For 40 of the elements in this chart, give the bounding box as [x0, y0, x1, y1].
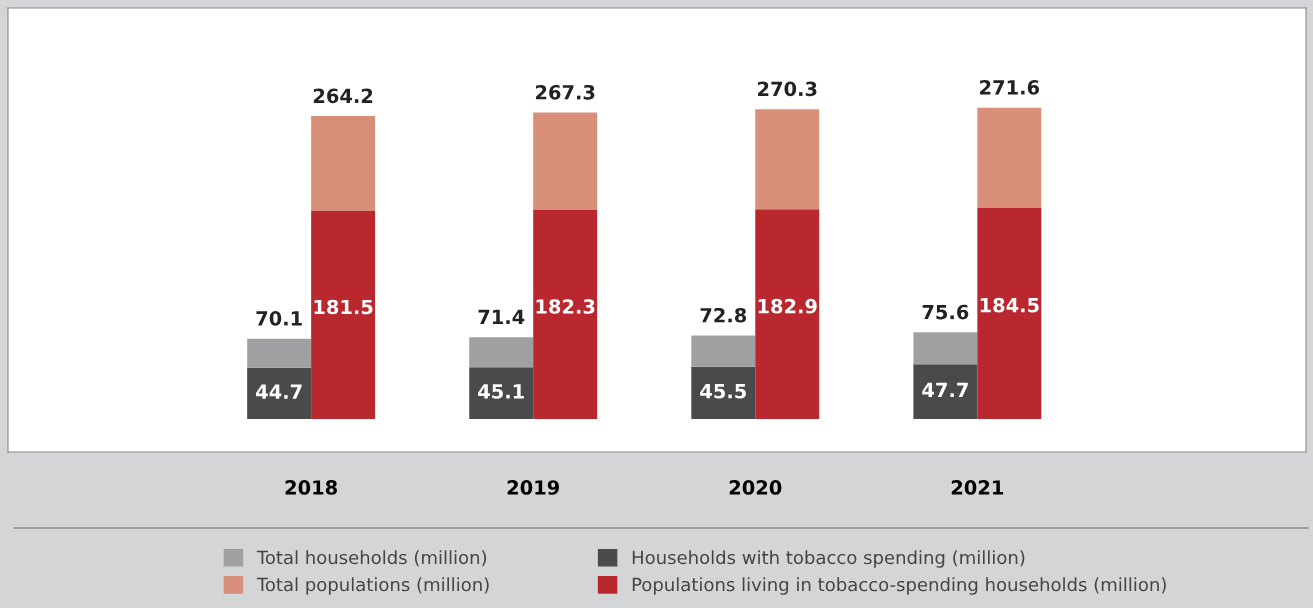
bar — [469, 337, 534, 368]
data-label: 45.5 — [700, 384, 746, 399]
x-tick-label: 2020 — [729, 480, 782, 495]
legend-label: Populations living in tobacco-spending households (million) — [632, 577, 1166, 595]
data-label: 184.5 — [980, 297, 1039, 313]
bar — [311, 210, 376, 419]
data-label: 47.7 — [922, 382, 968, 398]
total-label: 71.4 — [478, 309, 525, 324]
bar — [977, 207, 1042, 419]
legend-label: Total populations (million) — [256, 577, 489, 595]
bar — [977, 107, 1042, 208]
data-label: 181.5 — [314, 299, 373, 315]
data-label: 45.1 — [478, 384, 524, 399]
bar — [913, 364, 978, 419]
bar — [533, 112, 598, 211]
bar — [691, 335, 756, 367]
bar — [755, 109, 820, 210]
x-tick-label: 2019 — [507, 480, 560, 495]
data-label: 182.3 — [536, 299, 595, 314]
x-tick-label: 2021 — [951, 480, 1004, 495]
legend-label: Households with tobacco spending (million) — [632, 550, 1025, 568]
total-label: 271.6 — [980, 79, 1040, 95]
bar — [755, 209, 820, 419]
x-tick-label: 2018 — [285, 480, 337, 495]
bar — [311, 116, 376, 211]
bar — [247, 338, 312, 368]
total-label: 75.6 — [922, 304, 969, 320]
bar — [533, 210, 598, 419]
legend-label: Total households (million) — [256, 550, 487, 567]
total-label: 267.3 — [535, 84, 595, 100]
total-label: 72.8 — [700, 307, 747, 323]
total-label: 264.2 — [313, 88, 373, 104]
bar — [913, 332, 978, 365]
total-label: 270.3 — [758, 81, 817, 97]
data-label: 182.9 — [758, 298, 817, 314]
bar — [691, 366, 756, 419]
data-label: 44.7 — [256, 384, 302, 399]
bar — [469, 367, 534, 419]
total-label: 70.1 — [256, 310, 302, 326]
bar — [247, 367, 312, 419]
